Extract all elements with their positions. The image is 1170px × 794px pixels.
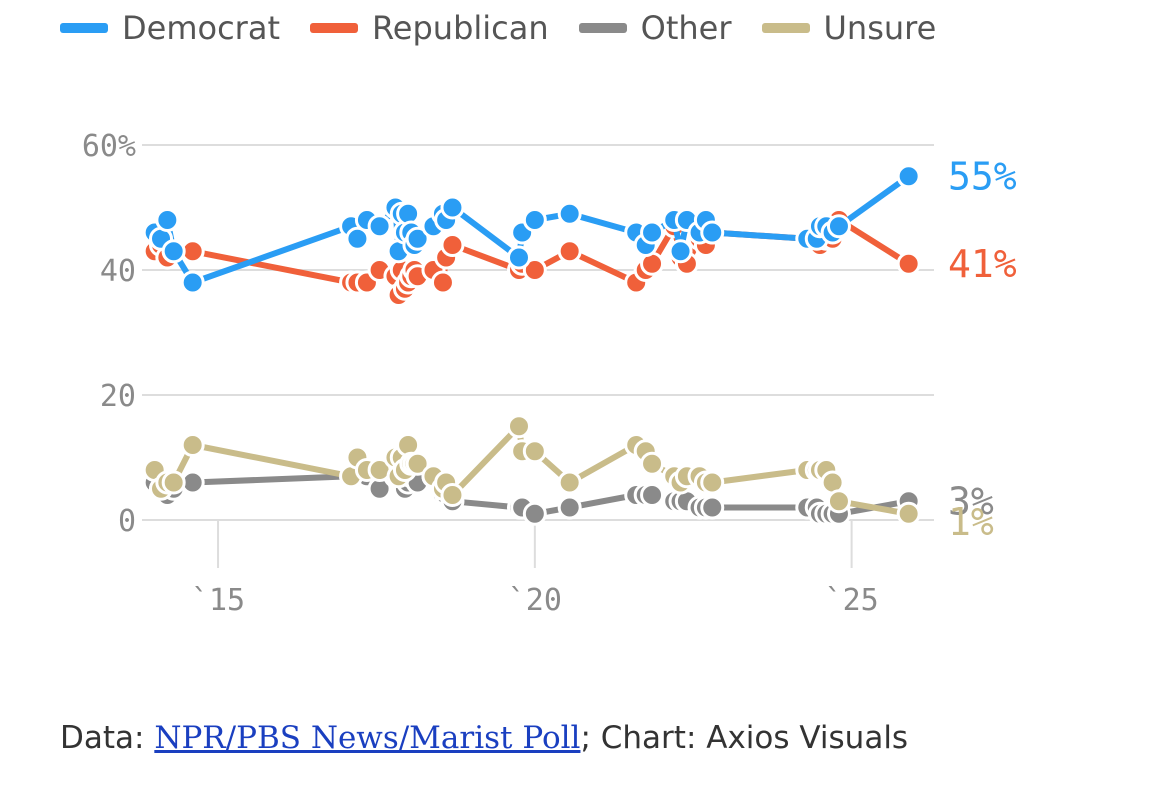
y-tick-label-0: 0: [118, 504, 136, 539]
chart-legend: Democrat Republican Other Unsure: [60, 6, 936, 50]
point-democrat: [896, 164, 921, 189]
legend-label-democrat: Democrat: [122, 9, 280, 47]
point-democrat: [668, 239, 693, 264]
y-tick-label-40: 40: [100, 254, 136, 289]
point-democrat: [367, 214, 392, 239]
point-unsure: [700, 470, 725, 495]
point-republican: [557, 239, 582, 264]
party-id-line-chart: 60% 40 20 0 `15 `20 `25 55% 41% 3%1%: [82, 129, 1017, 618]
credit-suffix: ; Chart: Axios Visuals: [580, 720, 909, 756]
legend-item-republican: Republican: [309, 9, 549, 47]
point-democrat: [405, 226, 430, 251]
point-unsure: [557, 470, 582, 495]
point-unsure: [161, 470, 186, 495]
point-democrat: [180, 270, 205, 295]
source-prefix: Data:: [60, 720, 155, 756]
y-tick-label-60: 60%: [82, 129, 136, 164]
point-unsure: [896, 501, 921, 526]
point-unsure: [640, 451, 665, 476]
point-other: [700, 495, 725, 520]
legend-item-unsure: Unsure: [761, 9, 937, 47]
y-tick-label-20: 20: [100, 379, 136, 414]
point-democrat: [506, 245, 531, 270]
point-republican: [440, 233, 465, 257]
point-unsure: [405, 451, 430, 476]
legend-item-other: Other: [578, 9, 732, 47]
source-credit: Data: NPR/PBS News/Marist Poll; Chart: A…: [60, 720, 908, 756]
legend-swatch-republican: [309, 23, 358, 33]
point-other: [522, 501, 547, 526]
series-lines: [142, 164, 921, 526]
series-unsure: [142, 414, 921, 526]
point-democrat: [640, 220, 665, 245]
point-democrat: [440, 195, 465, 220]
x-tick-label-2015: `15: [191, 583, 245, 618]
point-republican: [430, 270, 455, 295]
point-other: [557, 495, 582, 520]
point-unsure: [440, 483, 465, 507]
point-unsure: [506, 414, 531, 439]
series-democrat: [142, 164, 921, 295]
legend-label-other: Other: [640, 9, 732, 47]
legend-label-unsure: Unsure: [823, 9, 937, 47]
end-label-other: 3%: [948, 479, 994, 523]
point-democrat: [557, 201, 582, 226]
point-democrat: [700, 220, 725, 245]
point-republican: [522, 258, 547, 282]
point-unsure: [522, 439, 547, 464]
end-label-republican: 41%: [948, 242, 1017, 286]
legend-item-democrat: Democrat: [60, 9, 280, 47]
end-label-unsure: 1%: [948, 500, 994, 544]
end-label-democrat: 55%: [948, 154, 1017, 198]
legend-swatch-unsure: [761, 23, 810, 33]
point-democrat: [826, 214, 851, 239]
point-democrat: [161, 239, 186, 264]
point-democrat: [345, 226, 370, 251]
legend-swatch-democrat: [60, 23, 108, 33]
point-other: [640, 483, 665, 507]
point-democrat: [155, 208, 180, 232]
x-tick-label-2025: `25: [825, 583, 879, 618]
point-republican: [896, 251, 921, 276]
source-link[interactable]: NPR/PBS News/Marist Poll: [154, 720, 581, 756]
legend-label-republican: Republican: [371, 9, 549, 47]
legend-swatch-other: [578, 23, 627, 33]
axis-and-end-labels: 60% 40 20 0 `15 `20 `25 55% 41% 3%1%: [82, 129, 1017, 618]
point-unsure: [826, 489, 851, 514]
x-tick-label-2020: `20: [508, 583, 562, 618]
point-unsure: [180, 433, 205, 457]
point-democrat: [522, 208, 547, 232]
